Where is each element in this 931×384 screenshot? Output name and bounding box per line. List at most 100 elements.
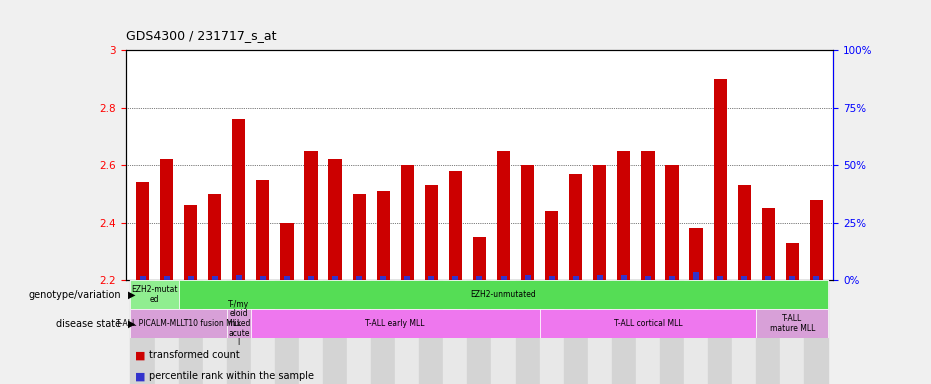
Bar [179,280,203,384]
Bar [136,182,149,280]
Text: T-/my
eloid
mixed
acute
l: T-/my eloid mixed acute l [227,300,250,348]
Bar [693,272,699,280]
Bar [160,159,173,280]
Bar [380,276,386,280]
Text: ■: ■ [135,371,145,381]
Bar [473,237,486,280]
Bar [284,276,290,280]
Bar [236,275,242,280]
Bar [452,276,458,280]
Bar [540,309,756,338]
Bar [587,280,612,384]
Bar [756,309,829,338]
Bar [188,276,194,280]
Bar [690,228,703,280]
Text: ▶: ▶ [128,290,135,300]
Text: disease state: disease state [56,318,121,329]
Bar [256,180,269,280]
Bar [477,276,482,280]
Bar [684,280,708,384]
Bar [780,280,804,384]
Bar [786,243,799,280]
Bar [347,280,371,384]
Bar [525,275,531,280]
Bar [209,194,222,280]
Text: GDS4300 / 231717_s_at: GDS4300 / 231717_s_at [126,29,277,42]
Bar [425,185,438,280]
Text: EZH2-unmutated: EZH2-unmutated [471,290,536,299]
Bar [708,280,732,384]
Text: T-ALL PICALM-MLLT10 fusion MLL: T-ALL PICALM-MLLT10 fusion MLL [116,319,241,328]
Bar [299,280,323,384]
Bar [227,280,250,384]
Bar [250,280,275,384]
Bar [130,309,227,338]
Bar [804,280,829,384]
Bar [260,276,266,280]
Bar [329,159,342,280]
Bar [545,211,559,280]
Text: percentile rank within the sample: percentile rank within the sample [149,371,314,381]
Bar [492,280,516,384]
Bar [732,280,756,384]
Bar [232,119,246,280]
Bar [211,276,218,280]
Bar [203,280,227,384]
Bar [756,280,780,384]
Bar [717,276,723,280]
Text: ▶: ▶ [128,318,135,329]
Bar [521,165,534,280]
Bar [304,151,317,280]
Bar [636,280,660,384]
Text: EZH2-mutat
ed: EZH2-mutat ed [131,285,178,305]
Bar [597,275,602,280]
Bar [353,194,366,280]
Bar [617,151,630,280]
Bar [396,280,419,384]
Bar [227,309,250,338]
Bar [737,185,750,280]
Bar [184,205,197,280]
Bar [641,151,654,280]
Text: transformed count: transformed count [149,350,239,360]
Bar [741,276,748,280]
Bar [621,275,627,280]
Bar [376,191,390,280]
Text: T-ALL early MLL: T-ALL early MLL [366,319,425,328]
Bar [280,223,293,280]
Bar [140,276,145,280]
Bar [548,276,555,280]
Bar [569,174,583,280]
Bar [497,151,510,280]
Bar [130,280,179,309]
Bar [428,276,434,280]
Bar [762,209,775,280]
Text: T-ALL
mature MLL: T-ALL mature MLL [770,314,815,333]
Bar [666,165,679,280]
Bar [713,79,727,280]
Bar [467,280,492,384]
Bar [540,280,563,384]
Bar [250,309,540,338]
Bar [371,280,396,384]
Bar [449,171,462,280]
Bar [332,276,338,280]
Bar [357,276,362,280]
Bar [810,200,823,280]
Bar [419,280,443,384]
Bar [789,276,795,280]
Bar [563,280,587,384]
Text: ■: ■ [135,350,145,360]
Bar [669,276,675,280]
Bar [308,276,314,280]
Bar [155,280,179,384]
Bar [593,165,606,280]
Bar [400,165,414,280]
Bar [443,280,467,384]
Bar [501,276,506,280]
Bar [164,276,169,280]
Bar [645,276,651,280]
Bar [516,280,540,384]
Bar [660,280,684,384]
Bar [404,276,411,280]
